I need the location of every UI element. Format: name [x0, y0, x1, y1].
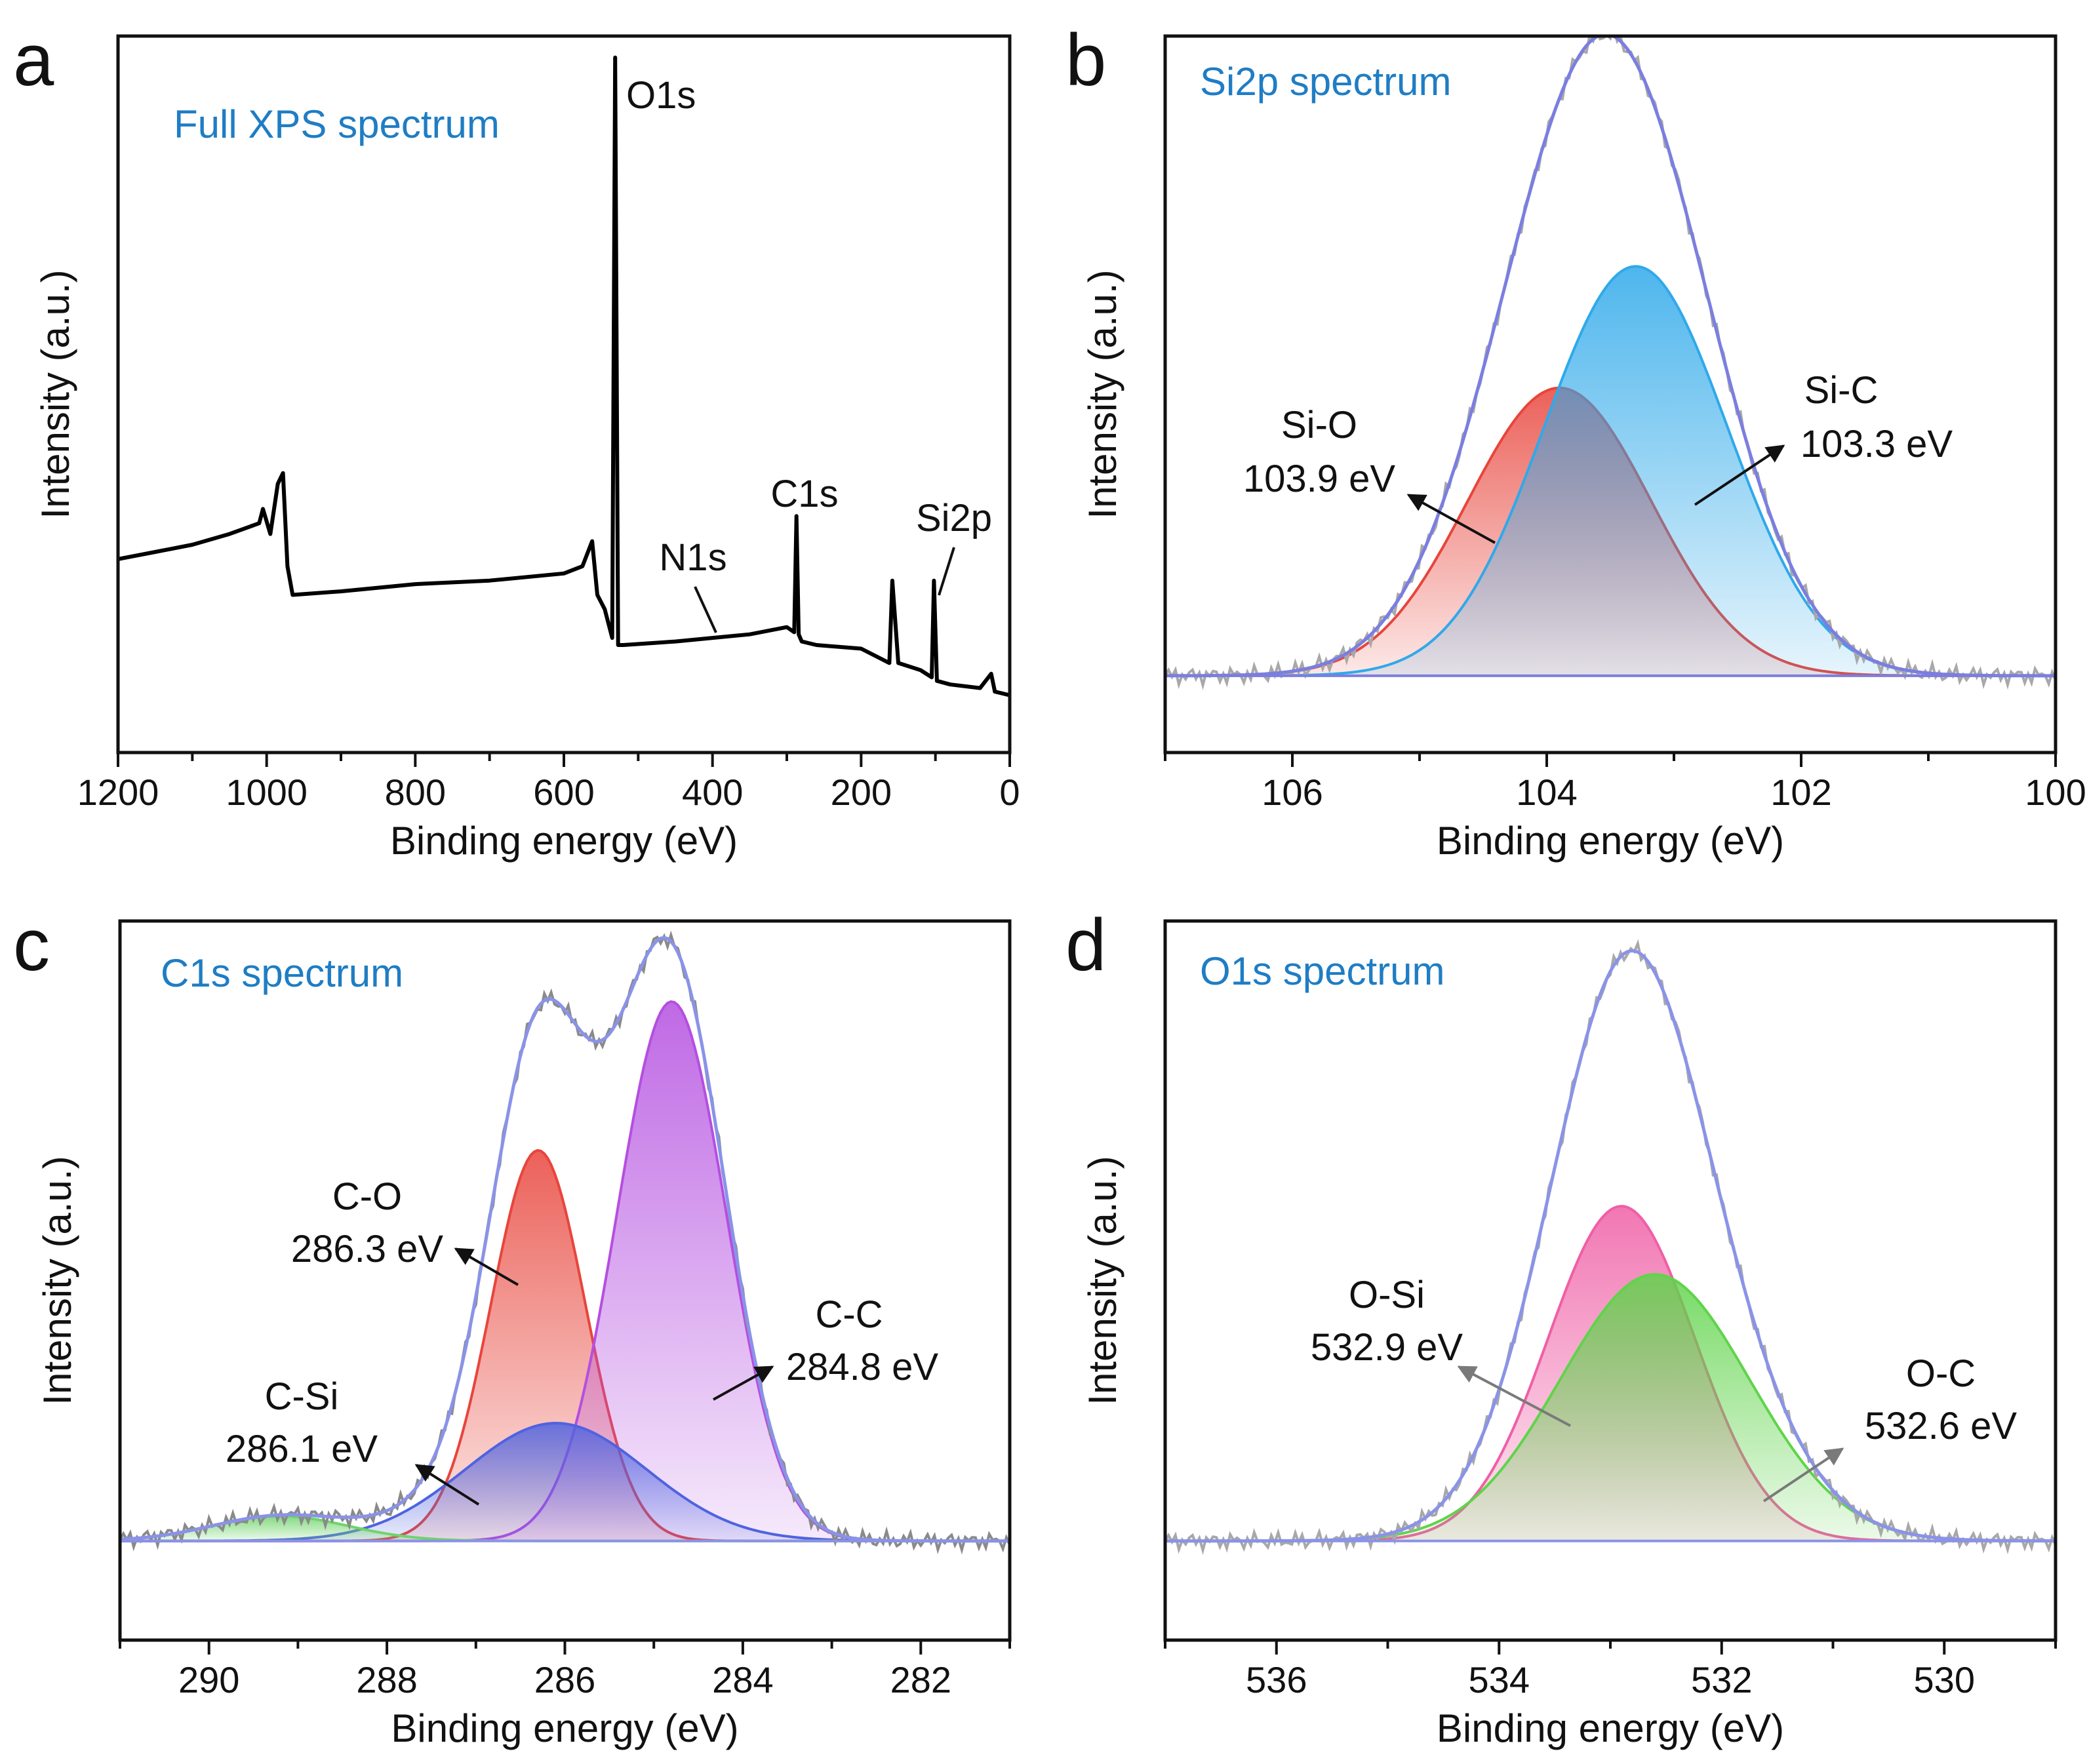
peak-label-si-c: Si-C: [1804, 369, 1879, 412]
component-fill-si-c: [1165, 266, 2056, 676]
peak-pointer-line: [938, 547, 955, 596]
x-tick-label: 102: [1770, 772, 1831, 813]
y-axis-title: Intensity (a.u.): [1081, 269, 1124, 519]
peak-label-si2p: Si2p: [916, 497, 992, 539]
x-tick-label: 534: [1469, 1659, 1530, 1700]
plot-c: 290 288 286 284 282 Binding energy (eV) Intens…: [35, 919, 1012, 1750]
peak-energy-label: 286.3 eV: [291, 1228, 444, 1270]
x-tick-label: 284: [712, 1659, 773, 1700]
x-tick-label: 1200: [77, 772, 159, 813]
peak-arrow: [1694, 444, 1785, 506]
x-tick-label: 532: [1691, 1659, 1752, 1700]
peak-pointer-line: [694, 586, 717, 633]
component-fill-c-si: [120, 1423, 1010, 1541]
panel-d: d 536 534 532 530 Binding energy (eV) Intensi…: [1065, 904, 2058, 1750]
peak-label-c-si: C-Si: [265, 1375, 339, 1418]
panel-subtitle: C1s spectrum: [161, 951, 403, 995]
peak-label-o1s: O1s: [626, 74, 696, 117]
peak-energy-label: 284.8 eV: [786, 1346, 939, 1388]
x-axis-title: Binding energy (eV): [391, 1706, 738, 1750]
peak-arrow: [414, 1464, 480, 1506]
x-axis-title: Binding energy (eV): [1437, 1706, 1784, 1750]
panel-subtitle: O1s spectrum: [1200, 949, 1444, 993]
plot-frame-b: [1163, 34, 2058, 755]
panel-letter-d: d: [1065, 904, 1106, 986]
x-tick-label: 106: [1262, 772, 1323, 813]
x-tick-label: 290: [178, 1659, 239, 1700]
plot-area-a: [118, 55, 1010, 697]
peak-energy-label: 286.1 eV: [226, 1428, 378, 1470]
peak-label-c-o: C-O: [332, 1175, 402, 1218]
peak-label-o-c: O-C: [1906, 1352, 1976, 1395]
x-tick-label: 530: [1914, 1659, 1975, 1700]
peak-arrow: [1406, 494, 1496, 544]
x-tick-label: 282: [890, 1659, 951, 1700]
peak-label-c-c: C-C: [815, 1293, 883, 1336]
x-tick-label: 200: [831, 772, 892, 813]
plot-b: 106 104 102 100 Binding energy (eV) Intensity…: [1081, 34, 2086, 863]
x-tick-label: 288: [356, 1659, 417, 1700]
x-tick-label: 600: [533, 772, 594, 813]
peak-arrow: [713, 1365, 774, 1401]
peak-label-o-si: O-Si: [1349, 1274, 1425, 1316]
peak-arrow: [454, 1247, 519, 1286]
component-fill-shake-up: [120, 1516, 1010, 1541]
peak-arrow: [1762, 1447, 1844, 1502]
panel-letter-b: b: [1065, 19, 1106, 101]
plot-a: 1200 1000 800 600 400 200 0 Binding energy (eV)…: [33, 34, 1020, 863]
y-axis-title: Intensity (a.u.): [1081, 1156, 1124, 1405]
panel-b: b 106 104 102 100 Binding energy (eV) Intensi…: [1065, 19, 2086, 863]
component-fill-c-o: [120, 1150, 1010, 1541]
x-tick-label: 536: [1246, 1659, 1307, 1700]
x-axis-title: Binding energy (eV): [1437, 819, 1784, 863]
x-tick-label: 100: [2025, 772, 2086, 813]
peak-label-c1s: C1s: [770, 473, 838, 515]
peak-arrow: [1457, 1365, 1571, 1427]
component-fill-o-c: [1165, 1274, 2056, 1541]
x-tick-label: 286: [534, 1659, 595, 1700]
peak-energy-label: 103.9 eV: [1243, 458, 1396, 500]
panel-subtitle: Si2p spectrum: [1200, 60, 1452, 104]
panel-a: a 1200 1000 800 600 400 200 0 Binding energy (e…: [13, 19, 1020, 863]
envelope-line: [1165, 36, 2056, 678]
peak-label-n1s: N1s: [659, 536, 726, 579]
x-tick-label: 104: [1516, 772, 1577, 813]
x-tick-label: 1000: [226, 772, 308, 813]
plot-area-b: [1165, 36, 2056, 690]
peak-energy-label: 532.6 eV: [1865, 1405, 2018, 1447]
plot-d: 536 534 532 530 Binding energy (eV) Intensity…: [1081, 919, 2058, 1750]
plot-area-c: [120, 930, 1010, 1555]
x-axis-title: Binding energy (eV): [390, 819, 738, 863]
panel-letter-a: a: [13, 19, 54, 101]
peak-energy-label: 103.3 eV: [1801, 423, 1953, 465]
peak-energy-label: 532.9 eV: [1311, 1326, 1463, 1369]
peak-label-si-o: Si-O: [1281, 404, 1357, 446]
envelope-line: [120, 935, 1010, 1543]
series-line-0: [118, 55, 1010, 697]
x-tick-label: 0: [999, 772, 1020, 813]
y-axis-title: Intensity (a.u.): [33, 269, 77, 519]
panel-letter-c: c: [13, 904, 50, 986]
x-tick-label: 400: [682, 772, 743, 813]
panel-subtitle: Full XPS spectrum: [174, 102, 500, 146]
plot-area-d: [1165, 939, 2056, 1556]
x-tick-label: 800: [385, 772, 446, 813]
panel-c: c 290 288 286 284 282 Binding energy (eV) Inte…: [13, 904, 1012, 1750]
y-axis-title: Intensity (a.u.): [35, 1156, 79, 1405]
